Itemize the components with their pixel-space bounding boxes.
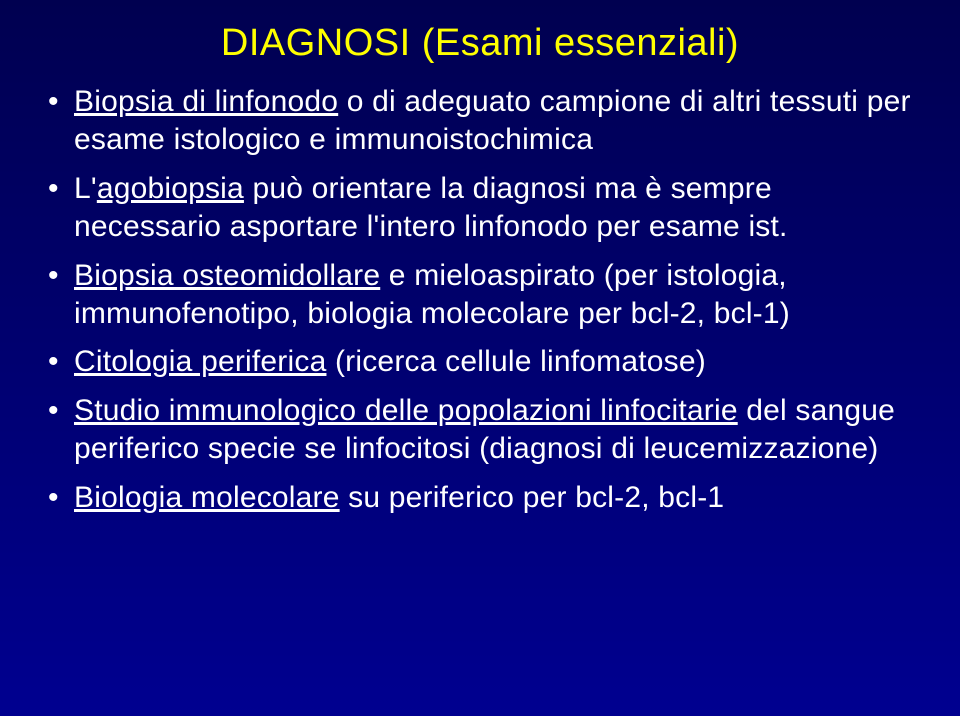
bullet-post: (ricerca cellule linfomatose): [326, 345, 705, 378]
bullet-underline: Biologia molecolare: [74, 481, 340, 514]
bullet-pre: L': [74, 172, 97, 205]
list-item: Biopsia osteomidollare e mieloaspirato (…: [42, 257, 918, 334]
list-item: Citologia periferica (ricerca cellule li…: [42, 343, 918, 381]
slide-title: DIAGNOSI (Esami essenziali): [42, 22, 918, 65]
bullet-post: su periferico per bcl-2, bcl-1: [340, 481, 725, 514]
bullet-underline: Citologia periferica: [74, 345, 326, 378]
bullet-underline: Biopsia di linfonodo: [74, 85, 338, 118]
list-item: Biologia molecolare su periferico per bc…: [42, 479, 918, 517]
list-item: L'agobiopsia può orientare la diagnosi m…: [42, 170, 918, 247]
list-item: Biopsia di linfonodo o di adeguato campi…: [42, 83, 918, 160]
bullet-underline: Biopsia osteomidollare: [74, 259, 380, 292]
list-item: Studio immunologico delle popolazioni li…: [42, 392, 918, 469]
bullet-list: Biopsia di linfonodo o di adeguato campi…: [42, 83, 918, 517]
bullet-underline: agobiopsia: [97, 172, 244, 205]
bullet-underline: Studio immunologico delle popolazioni li…: [74, 394, 738, 427]
